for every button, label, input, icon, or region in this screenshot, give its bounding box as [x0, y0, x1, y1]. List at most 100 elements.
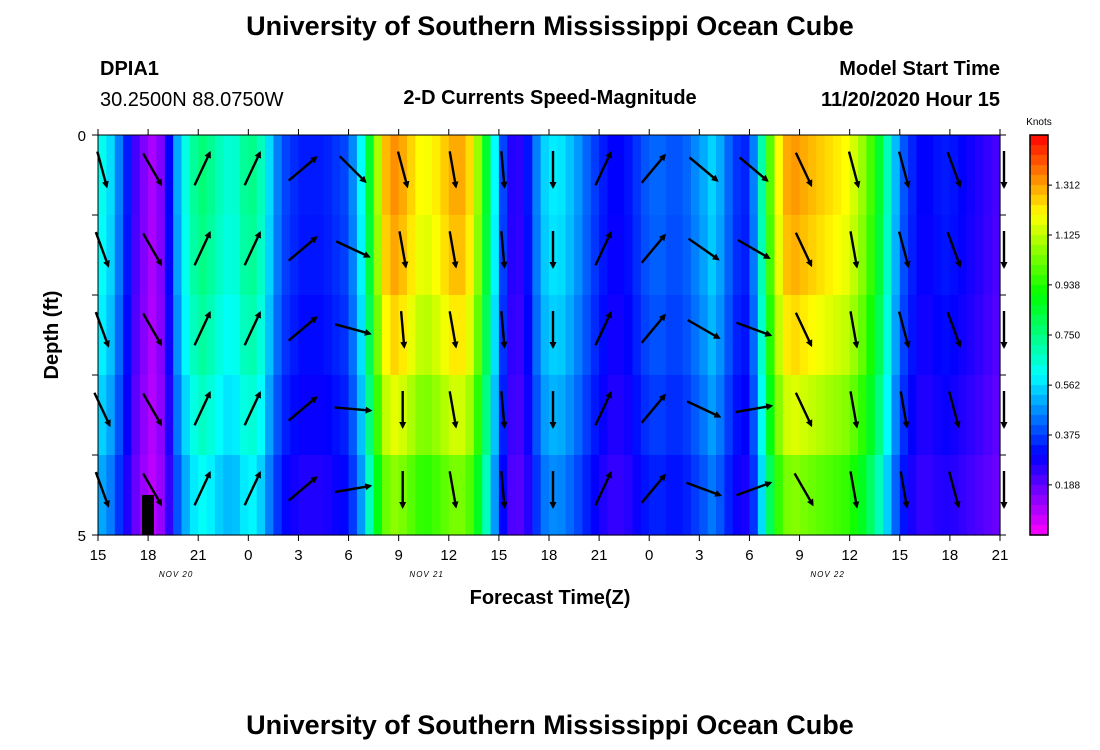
heatmap-cell — [473, 455, 483, 536]
heatmap-cell — [415, 215, 425, 296]
current-vector — [594, 150, 612, 186]
heatmap-cell — [156, 375, 166, 456]
heatmap-cell — [607, 455, 617, 536]
heatmap-cell — [674, 135, 684, 216]
heatmap-cell — [532, 135, 542, 216]
current-vector — [338, 155, 367, 184]
heatmap-cell — [164, 295, 174, 376]
heatmap-cell — [949, 215, 959, 296]
heatmap-cell — [799, 215, 809, 296]
current-vector — [849, 471, 860, 509]
heatmap-cell — [164, 215, 174, 296]
current-vector — [640, 233, 667, 264]
heatmap-cell — [674, 215, 684, 296]
heatmap-cell — [265, 375, 274, 456]
heatmap-cell — [866, 135, 876, 216]
colorbar-tick-label: 0.188 — [1055, 480, 1080, 491]
heatmap-cell — [298, 455, 308, 536]
current-vector — [738, 156, 769, 182]
heatmap-cell — [490, 295, 500, 376]
current-vector — [736, 481, 773, 497]
heatmap-cell — [432, 375, 442, 456]
heatmap-cell — [757, 455, 767, 536]
heatmap-cell — [699, 375, 709, 456]
colorbar-tick-label: 1.312 — [1055, 181, 1080, 192]
heatmap-cell — [198, 295, 208, 376]
colorbar-swatch — [1030, 145, 1048, 156]
heatmap-cell — [841, 375, 851, 456]
heatmap-cell — [540, 215, 550, 296]
current-vector — [448, 311, 459, 349]
heatmap-cell — [599, 295, 609, 376]
station-coords: 30.2500N 88.0750W — [100, 89, 284, 111]
heatmap-cell — [381, 375, 391, 456]
heatmap-cell — [640, 215, 650, 296]
heatmap-cell — [114, 295, 124, 376]
heatmap-cell — [782, 455, 792, 536]
heatmap-cell — [933, 135, 943, 216]
colorbar-swatch — [1030, 195, 1048, 206]
heatmap-cell — [866, 455, 876, 536]
colorbar-swatch — [1030, 455, 1048, 466]
x-tick-label: 12 — [440, 547, 457, 564]
current-vector — [448, 391, 459, 429]
y-tick-label: 0 — [78, 128, 86, 145]
heatmap-cell — [432, 295, 442, 376]
heatmap-cell — [657, 455, 667, 536]
heatmap-cell — [874, 215, 884, 296]
heatmap-cell — [624, 295, 634, 376]
colorbar-swatch — [1030, 225, 1048, 236]
heatmap-cell — [916, 455, 926, 536]
heatmap-cell — [189, 135, 199, 216]
colorbar-swatch — [1030, 235, 1048, 246]
heatmap-cell — [390, 455, 400, 536]
current-vector — [849, 391, 860, 429]
heatmap-cell — [373, 455, 383, 536]
heatmap-cell — [306, 135, 316, 216]
heatmap-cell — [824, 375, 834, 456]
page-title: University of Southern Mississippi Ocean… — [246, 11, 854, 41]
heatmap-cell — [490, 215, 500, 296]
x-tick-label: 3 — [294, 547, 302, 564]
heatmap-cell — [590, 295, 600, 376]
heatmap-cell — [139, 215, 149, 296]
heatmap-cell — [824, 215, 834, 296]
heatmap-cell — [741, 135, 751, 216]
colorbar-swatch — [1030, 355, 1048, 366]
heatmap-cell — [248, 215, 258, 296]
model-start-value: 11/20/2020 Hour 15 — [821, 89, 1000, 111]
heatmap-cell — [139, 295, 149, 376]
heatmap-cell — [415, 135, 425, 216]
heatmap-cell — [816, 135, 826, 216]
heatmap-cell — [206, 295, 216, 376]
heatmap-cell — [348, 375, 358, 456]
heatmap-cell — [966, 295, 976, 376]
heatmap-cell — [473, 135, 483, 216]
heatmap-cell — [615, 215, 625, 296]
heatmap-cell — [457, 135, 467, 216]
heatmap-cell — [757, 375, 767, 456]
heatmap-cell — [365, 455, 375, 536]
x-tick-label: 18 — [942, 547, 959, 564]
heatmap-cell — [674, 295, 684, 376]
heatmap-cell — [741, 375, 751, 456]
heatmap-cell — [816, 295, 826, 376]
heatmap-cell — [582, 455, 592, 536]
heatmap-cell — [832, 135, 842, 216]
heatmap-cell — [858, 295, 867, 376]
x-tick-label: 0 — [244, 547, 252, 564]
heatmap-cell — [523, 215, 533, 296]
current-vector — [849, 231, 860, 269]
heatmap-cell — [824, 455, 834, 536]
heatmap-cell — [256, 295, 266, 376]
heatmap-cell — [557, 215, 567, 296]
heatmap-cell — [941, 455, 951, 536]
heatmap-cell — [732, 135, 742, 216]
heatmap-cell — [565, 455, 575, 536]
heatmap-cell — [123, 215, 133, 296]
current-vector — [287, 476, 318, 502]
x-date-label: NOV 22 — [810, 570, 844, 579]
current-vector — [142, 472, 163, 507]
heatmap-cell — [766, 135, 776, 216]
heatmap-cell — [273, 215, 283, 296]
